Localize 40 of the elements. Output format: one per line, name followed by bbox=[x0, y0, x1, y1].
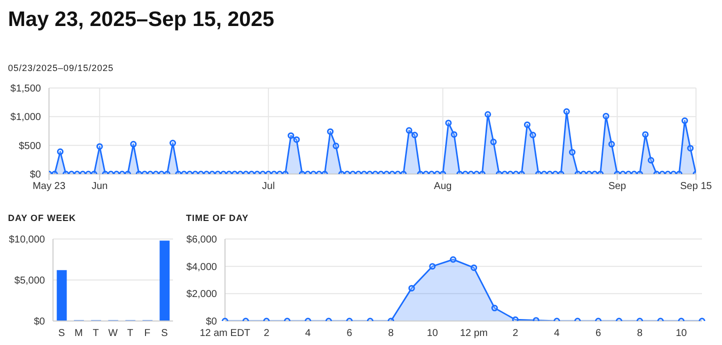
x-tick-label: May 23 bbox=[32, 181, 66, 192]
chart-title: May 23, 2025–Sep 15, 2025 bbox=[8, 8, 274, 32]
y-tick-label: $5,000 bbox=[14, 276, 46, 287]
x-tick-label: S bbox=[58, 328, 66, 340]
x-tick-label: Sep bbox=[608, 181, 627, 192]
x-tick-label: 12 pm bbox=[460, 328, 488, 340]
y-tick-label: $0 bbox=[30, 170, 42, 181]
chart-subtitle: 05/23/2025–09/15/2025 bbox=[8, 63, 114, 73]
x-tick-label: 6 bbox=[596, 328, 602, 340]
x-tick-label: 8 bbox=[637, 328, 643, 340]
x-tick-label: 12 am EDT bbox=[200, 328, 250, 340]
y-tick-label: $6,000 bbox=[186, 234, 218, 246]
x-tick-label: 10 bbox=[426, 328, 438, 340]
x-tick-label: 6 bbox=[346, 328, 353, 340]
x-tick-label: 2 bbox=[512, 328, 519, 340]
x-tick-label: 2 bbox=[264, 328, 270, 340]
x-tick-label: Jun bbox=[92, 181, 108, 192]
x-tick-label: Aug bbox=[434, 181, 452, 192]
y-tick-label: $1,500 bbox=[10, 84, 42, 95]
y-tick-label: $0 bbox=[206, 316, 218, 328]
x-tick-label: 4 bbox=[305, 328, 312, 340]
x-tick-label: W bbox=[108, 328, 118, 340]
x-tick-label: 10 bbox=[676, 328, 688, 340]
y-tick-label: $2,000 bbox=[186, 289, 218, 300]
y-tick-label: $0 bbox=[34, 316, 46, 328]
x-tick-label: Sep 15 bbox=[680, 181, 712, 192]
y-tick-label: $500 bbox=[18, 140, 42, 152]
x-tick-label: T bbox=[127, 328, 134, 340]
x-tick-label: 4 bbox=[554, 328, 560, 340]
chart-title: TIME OF DAY bbox=[186, 213, 249, 223]
y-tick-label: $4,000 bbox=[186, 262, 218, 273]
x-tick-label: M bbox=[74, 328, 83, 340]
y-tick-label: $1,000 bbox=[10, 112, 42, 124]
x-tick-label: F bbox=[144, 328, 150, 340]
x-tick-label: Jul bbox=[262, 181, 275, 192]
x-tick-label: 8 bbox=[388, 328, 394, 340]
x-tick-label: S bbox=[161, 328, 168, 340]
chart-title: DAY OF WEEK bbox=[8, 213, 76, 223]
x-tick-label: T bbox=[92, 328, 99, 340]
y-tick-label: $10,000 bbox=[8, 234, 46, 246]
